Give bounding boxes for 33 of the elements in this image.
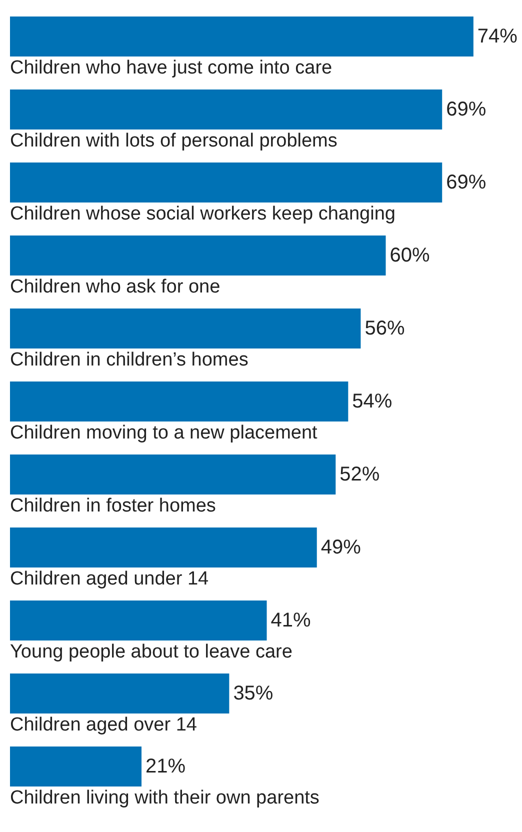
data-label: 69% xyxy=(446,98,486,120)
bar xyxy=(10,16,474,56)
bar xyxy=(10,746,142,786)
y-tick-label: Children aged over 14 xyxy=(10,714,198,736)
bar xyxy=(10,236,386,276)
data-label: 54% xyxy=(352,390,392,412)
data-label: 60% xyxy=(390,244,430,266)
data-label: 52% xyxy=(340,464,380,486)
bar xyxy=(10,674,230,714)
data-label: 35% xyxy=(233,682,274,704)
y-tick-label: Children aged under 14 xyxy=(10,568,210,590)
bar xyxy=(10,90,442,130)
y-tick-label: Young people about to leave care xyxy=(10,642,292,662)
data-label: 74% xyxy=(477,26,518,48)
y-tick-label: Children living with their own parents xyxy=(10,788,320,808)
y-tick-label: Children in foster homes xyxy=(10,496,216,516)
data-label: 49% xyxy=(320,536,362,558)
y-tick-label: Children who have just come into care xyxy=(10,58,332,78)
y-tick-label: Children in children’s homes xyxy=(10,350,248,370)
data-label: 41% xyxy=(270,610,312,632)
data-label: 21% xyxy=(146,756,186,778)
y-tick-label: Children who ask for one xyxy=(10,276,220,298)
bar xyxy=(10,600,267,640)
data-label: 56% xyxy=(364,318,405,340)
data-label: 69% xyxy=(446,172,486,194)
bar xyxy=(10,162,442,202)
bar xyxy=(10,528,317,568)
y-tick-label: Children with lots of personal problems xyxy=(10,130,338,152)
bar xyxy=(10,308,361,348)
bar xyxy=(10,454,336,494)
bar xyxy=(10,382,348,422)
y-tick-label: Children moving to a new placement xyxy=(10,422,318,444)
y-tick-label: Children whose social workers keep changing xyxy=(10,204,396,224)
